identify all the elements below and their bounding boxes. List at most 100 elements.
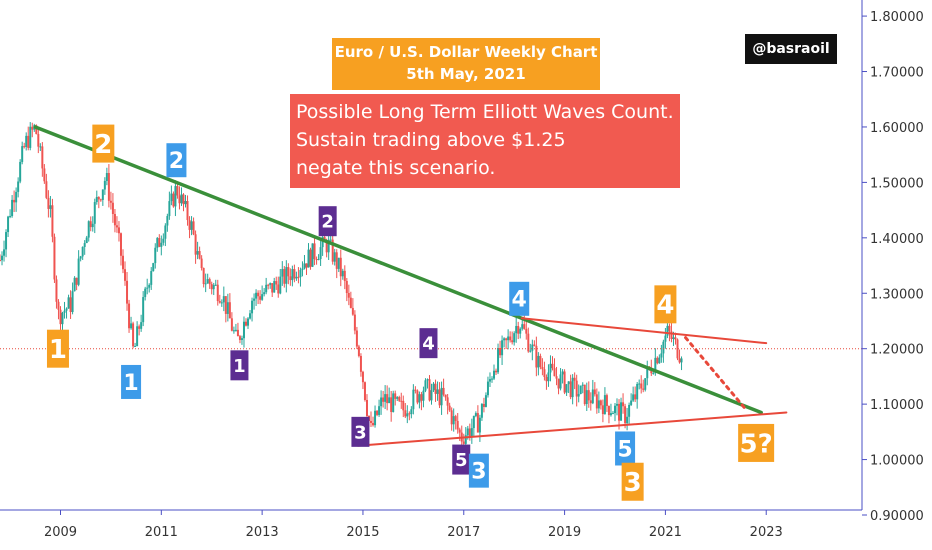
- candle-body: [152, 263, 155, 272]
- candle-body: [164, 225, 167, 239]
- candle-body: [341, 270, 344, 277]
- x-tick-label: 2011: [145, 525, 178, 540]
- y-tick-label: 1.10000: [870, 398, 924, 413]
- candle-body: [156, 238, 159, 248]
- candle-body: [424, 380, 427, 391]
- candle-body: [255, 292, 258, 299]
- wave-label-box: [46, 329, 69, 368]
- candle-body: [29, 126, 32, 148]
- candle-body: [666, 325, 669, 336]
- candle-body: [632, 394, 635, 401]
- candle-body: [126, 280, 129, 304]
- candle-body: [144, 288, 147, 298]
- candle-body: [226, 302, 229, 314]
- candle-body: [337, 257, 340, 269]
- candle-body: [148, 284, 151, 288]
- projection-dotted: [684, 336, 748, 412]
- candle-body: [628, 404, 631, 417]
- wave-label-blue-1: 1: [121, 364, 142, 399]
- candle-body: [624, 406, 627, 424]
- candle-body: [15, 191, 18, 203]
- candle-body: [194, 234, 197, 255]
- candle-body: [21, 146, 24, 162]
- candle-body: [557, 378, 560, 389]
- wave-label-text: 4: [512, 288, 527, 313]
- candle-body: [416, 390, 419, 403]
- wave-label-purple-5: 5: [452, 444, 471, 475]
- wave-label-text: 1: [49, 335, 67, 365]
- candle-body: [244, 321, 247, 326]
- candle-body: [51, 205, 54, 237]
- candle-body: [412, 389, 415, 410]
- upper-red-trendline: [520, 317, 768, 345]
- candle-body: [234, 329, 237, 331]
- candle-body: [634, 394, 637, 400]
- candle-body: [422, 390, 425, 401]
- candle-body: [71, 291, 74, 313]
- wave-label-box: [230, 350, 249, 381]
- wave-label-orange-5q: 5?: [738, 423, 775, 462]
- candle-body: [313, 243, 316, 260]
- wave-label-box: [509, 281, 530, 316]
- candle-body: [464, 435, 467, 444]
- candle-body: [509, 336, 512, 341]
- y-tick-label: 1.80000: [870, 10, 924, 25]
- candle-body: [480, 403, 483, 418]
- candle-body: [573, 377, 576, 381]
- wave-label-box: [654, 285, 677, 324]
- candle-body: [25, 135, 28, 147]
- candle-body: [45, 181, 48, 198]
- candle-body: [339, 257, 342, 277]
- candle-body: [119, 233, 122, 256]
- candle-body: [297, 276, 300, 278]
- candle-body: [121, 255, 124, 270]
- candle-body: [660, 353, 663, 358]
- candle-body: [563, 371, 566, 393]
- candle-body: [525, 328, 528, 334]
- candle-body: [658, 357, 661, 364]
- note-box: Possible Long Term Elliott Waves Count. …: [290, 94, 680, 188]
- candle-body: [279, 276, 282, 294]
- candle-body: [3, 249, 6, 256]
- candle-body: [430, 390, 433, 401]
- wave-label-purple-2: 2: [318, 206, 337, 237]
- candle-body: [583, 384, 586, 405]
- candle-body: [311, 243, 314, 267]
- candle-body: [95, 196, 98, 203]
- candle-body: [355, 330, 358, 347]
- candle-body: [142, 297, 145, 323]
- candle-body: [23, 146, 26, 148]
- candle-body: [11, 199, 14, 216]
- wave-label-text: 2: [169, 149, 184, 174]
- wave-label-orange-2: 2: [92, 124, 115, 163]
- candle-body: [545, 377, 548, 382]
- candle-body: [597, 400, 600, 409]
- candle-body: [190, 221, 193, 230]
- wave-label-orange-3: 3: [621, 462, 644, 501]
- wave-label-box: [166, 143, 187, 178]
- candle-body: [670, 331, 673, 339]
- candle-body: [482, 403, 485, 407]
- candle-body: [384, 394, 387, 402]
- candle-body: [569, 381, 572, 398]
- candle-body: [63, 310, 66, 313]
- x-tick-label: 2009: [44, 525, 77, 540]
- wave-label-text: 1: [123, 371, 138, 396]
- wave-label-text: 5: [455, 450, 468, 471]
- candle-body: [198, 251, 201, 259]
- candle-body: [267, 284, 270, 286]
- candle-body: [77, 258, 80, 285]
- candle-body: [603, 395, 606, 415]
- candle-body: [216, 284, 219, 302]
- candle-body: [440, 387, 443, 406]
- candle-body: [269, 283, 272, 285]
- wave-label-text: 5?: [740, 429, 773, 459]
- candle-body: [642, 388, 645, 390]
- candle-body: [601, 405, 604, 415]
- candle-body: [380, 397, 383, 407]
- candle-body: [462, 441, 465, 444]
- candle-body: [428, 379, 431, 401]
- candle-body: [553, 368, 556, 377]
- candle-body: [31, 126, 34, 130]
- candle-body: [87, 221, 90, 238]
